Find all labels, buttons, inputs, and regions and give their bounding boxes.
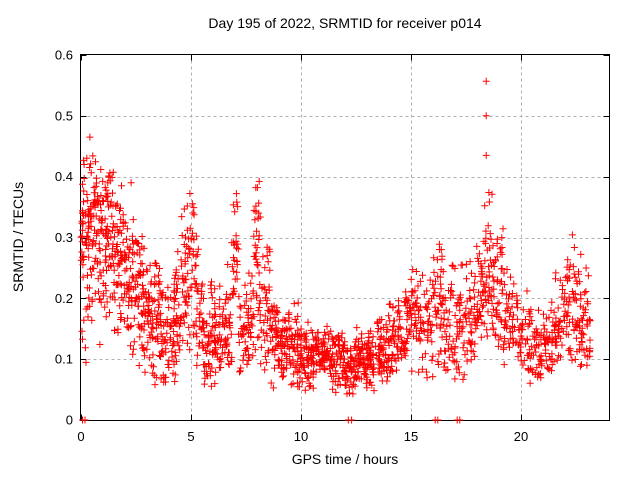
x-tick-label: 10 (294, 429, 308, 444)
x-tick-label: 0 (77, 429, 84, 444)
x-tick-label: 5 (187, 429, 194, 444)
x-tick-label: 15 (404, 429, 418, 444)
y-tick-label: 0 (66, 413, 73, 428)
y-tick-label: 0.5 (55, 108, 73, 123)
y-tick-label: 0.1 (55, 352, 73, 367)
y-tick-label: 0.4 (55, 169, 73, 184)
y-tick-label: 0.2 (55, 291, 73, 306)
x-axis-label: GPS time / hours (291, 451, 399, 467)
y-tick-label: 0.6 (55, 48, 73, 63)
data-points (77, 77, 594, 424)
x-tick-label: 20 (514, 429, 528, 444)
y-tick-label: 0.3 (55, 230, 73, 245)
chart-title: Day 195 of 2022, SRMTID for receiver p01… (208, 15, 482, 31)
